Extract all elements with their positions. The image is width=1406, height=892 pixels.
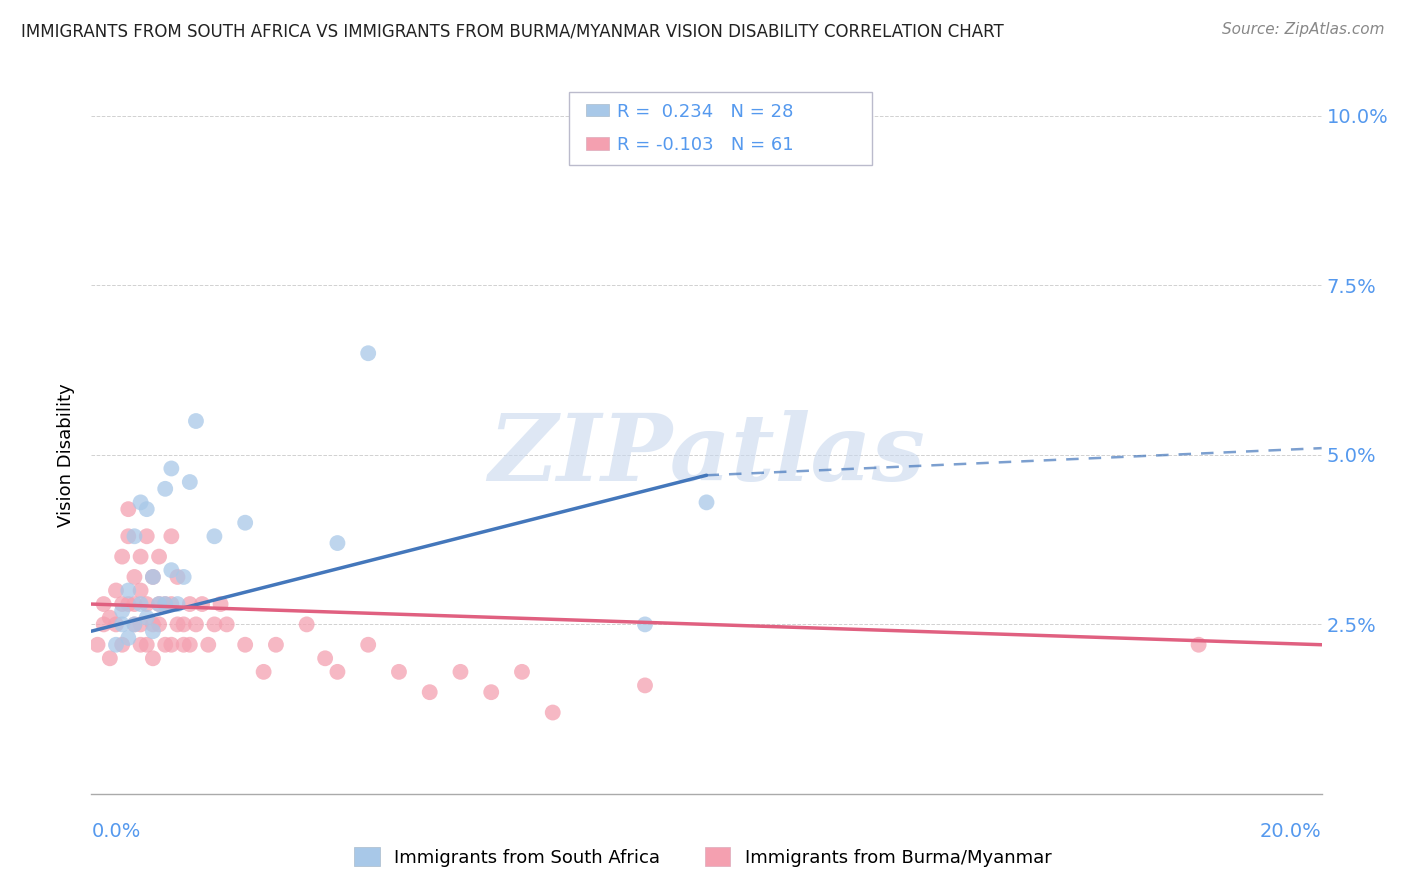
Point — [111, 549, 134, 564]
Text: R = -0.103   N = 61: R = -0.103 N = 61 — [617, 136, 794, 154]
Point — [197, 638, 219, 652]
Point — [148, 549, 170, 564]
Point — [541, 706, 564, 720]
Point — [111, 617, 134, 632]
Point — [357, 638, 380, 652]
Point — [202, 529, 225, 543]
Point — [148, 617, 170, 632]
Point — [160, 529, 183, 543]
Point — [357, 346, 380, 360]
Y-axis label: Vision Disability: Vision Disability — [58, 383, 76, 527]
Point — [142, 624, 165, 639]
Point — [135, 529, 157, 543]
Point — [314, 651, 336, 665]
Point — [215, 617, 238, 632]
Point — [179, 638, 201, 652]
Point — [135, 502, 157, 516]
Point — [173, 617, 195, 632]
Point — [191, 597, 214, 611]
Point — [93, 597, 115, 611]
Point — [184, 414, 207, 428]
Point — [148, 597, 170, 611]
Point — [388, 665, 411, 679]
Point — [117, 583, 139, 598]
Point — [510, 665, 533, 679]
Point — [696, 495, 718, 509]
Point — [233, 516, 256, 530]
Point — [153, 638, 177, 652]
Point — [1187, 638, 1209, 652]
Point — [135, 638, 157, 652]
Point — [142, 617, 165, 632]
Point — [142, 570, 165, 584]
Point — [124, 529, 146, 543]
Text: 0.0%: 0.0% — [91, 822, 141, 841]
Point — [105, 617, 127, 632]
Point — [105, 583, 127, 598]
Point — [166, 617, 188, 632]
Point — [129, 549, 152, 564]
Point — [326, 536, 349, 550]
Point — [117, 529, 139, 543]
Point — [326, 665, 349, 679]
Point — [233, 638, 256, 652]
Point — [117, 631, 139, 645]
Point — [117, 597, 139, 611]
Point — [449, 665, 471, 679]
Point — [295, 617, 318, 632]
Text: ZIPatlas: ZIPatlas — [488, 410, 925, 500]
Text: R =  0.234   N = 28: R = 0.234 N = 28 — [617, 103, 793, 120]
Point — [124, 570, 146, 584]
Point — [166, 570, 188, 584]
Point — [111, 597, 134, 611]
Point — [135, 597, 157, 611]
Point — [93, 617, 115, 632]
Point — [129, 638, 152, 652]
Point — [179, 475, 201, 489]
Point — [124, 617, 146, 632]
Point — [142, 570, 165, 584]
Point — [160, 461, 183, 475]
Text: IMMIGRANTS FROM SOUTH AFRICA VS IMMIGRANTS FROM BURMA/MYANMAR VISION DISABILITY : IMMIGRANTS FROM SOUTH AFRICA VS IMMIGRAN… — [21, 22, 1004, 40]
Point — [129, 617, 152, 632]
Point — [111, 604, 134, 618]
Point — [160, 563, 183, 577]
Point — [153, 482, 177, 496]
Point — [153, 597, 177, 611]
Point — [202, 617, 225, 632]
Legend: Immigrants from South Africa, Immigrants from Burma/Myanmar: Immigrants from South Africa, Immigrants… — [347, 840, 1059, 874]
Point — [129, 583, 152, 598]
Point — [479, 685, 502, 699]
Point — [105, 638, 127, 652]
Point — [153, 597, 177, 611]
Point — [209, 597, 232, 611]
Point — [184, 617, 207, 632]
Point — [166, 597, 188, 611]
Point — [634, 678, 657, 692]
Point — [160, 638, 183, 652]
Text: 20.0%: 20.0% — [1260, 822, 1322, 841]
Point — [148, 597, 170, 611]
Point — [173, 570, 195, 584]
Point — [264, 638, 287, 652]
Point — [253, 665, 276, 679]
Point — [160, 597, 183, 611]
Point — [86, 638, 108, 652]
Point — [634, 617, 657, 632]
Point — [124, 597, 146, 611]
Point — [173, 638, 195, 652]
Point — [124, 617, 146, 632]
Point — [111, 638, 134, 652]
Point — [129, 597, 152, 611]
Point — [98, 610, 121, 624]
Point — [179, 597, 201, 611]
Point — [419, 685, 441, 699]
Point — [117, 502, 139, 516]
Point — [98, 651, 121, 665]
Text: Source: ZipAtlas.com: Source: ZipAtlas.com — [1222, 22, 1385, 37]
Point — [129, 495, 152, 509]
Point — [142, 651, 165, 665]
Point — [135, 610, 157, 624]
